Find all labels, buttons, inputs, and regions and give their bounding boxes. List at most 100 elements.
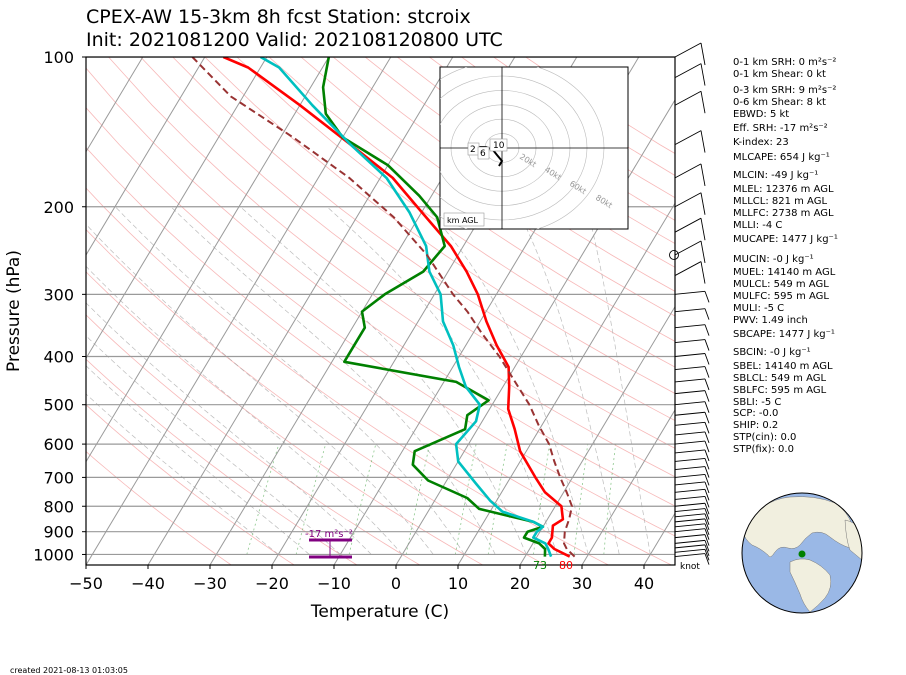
wind-barb	[674, 378, 706, 383]
dry-adiabat	[86, 228, 546, 565]
isotherm	[457, 202, 675, 565]
moist-adiabat	[586, 206, 651, 555]
plot-frame	[85, 56, 676, 566]
wind-barb-flag	[700, 240, 706, 264]
dry-adiabat	[300, 57, 675, 317]
wind-barb-flag	[704, 508, 710, 520]
x-tick-label: −30	[193, 574, 227, 593]
dry-adiabat	[86, 358, 358, 565]
y-tick-label: 900	[43, 523, 74, 542]
wind-barb-flag	[700, 63, 706, 86]
index-line: EBWD: 5 kt	[733, 109, 789, 120]
x-tick-label: 10	[448, 574, 468, 593]
index-line: SBLCL: 549 m AGL	[733, 373, 826, 384]
moist-adiabat	[115, 206, 465, 555]
mixing-ratio-line	[487, 444, 508, 555]
wind-barb	[674, 411, 706, 416]
mixing-ratio-line	[454, 444, 477, 555]
isotherm	[581, 409, 675, 565]
wind-barb-flag	[704, 523, 710, 535]
wind-barb	[674, 481, 706, 486]
profile-parcel	[191, 57, 576, 558]
index-line: SBLI: -5 C	[733, 397, 781, 408]
wind-barb-flag	[704, 308, 710, 320]
mixing-ratio-line	[603, 444, 617, 555]
wind-barb	[674, 421, 706, 426]
dry-adiabat	[86, 187, 609, 565]
wind-barb	[674, 308, 706, 313]
wind-barb	[674, 240, 702, 256]
mixing-ratio-line	[246, 443, 280, 555]
index-line: 0-1 km SRH: 0 m²s⁻²	[733, 57, 836, 68]
wind-barb-flag	[704, 534, 710, 546]
x-tick-label: 40	[634, 574, 654, 593]
wind-barb	[674, 63, 702, 78]
wind-barb	[674, 192, 702, 208]
wind-barb	[674, 523, 706, 528]
y-tick-label: 800	[43, 497, 74, 516]
moist-adiabat	[326, 206, 558, 555]
index-line: 0-1 km Shear: 0 kt	[733, 69, 826, 80]
wind-barb	[674, 42, 702, 58]
moist-adiabat	[86, 223, 434, 555]
wind-barb	[674, 431, 706, 436]
dry-adiabat	[86, 147, 672, 565]
moist-adiabat	[86, 265, 403, 555]
wind-barb	[674, 353, 706, 357]
y-tick-label: 300	[43, 285, 74, 304]
index-line: SBLFC: 595 m AGL	[733, 385, 827, 396]
x-tick-label: 20	[510, 574, 530, 593]
wind-barb-flag	[704, 553, 710, 565]
wind-barb-flag	[704, 390, 710, 402]
index-line: STP(fix): 0.0	[733, 444, 794, 455]
dry-adiabat	[364, 57, 675, 268]
index-line: MUEL: 14140 m AGL	[733, 267, 836, 278]
wind-barb	[674, 217, 702, 233]
index-line: MLLFC: 2738 m AGL	[733, 208, 834, 219]
index-line: SBEL: 14140 m AGL	[733, 361, 833, 372]
index-line: MULCL: 549 m AGL	[733, 279, 829, 290]
globe-locator	[741, 492, 863, 614]
x-tick-label: −10	[317, 574, 351, 593]
wind-barb	[674, 548, 706, 553]
dry-adiabat	[86, 67, 675, 507]
y-tick-label: 700	[43, 468, 74, 487]
x-tick-label: −50	[69, 574, 103, 593]
wind-barb-flag	[704, 474, 710, 486]
x-axis-label: Temperature (C)	[310, 602, 449, 622]
mixing-ratio-line	[405, 444, 431, 555]
dry-adiabat	[86, 271, 483, 565]
dry-adiabat	[108, 57, 675, 478]
isotherm	[86, 57, 392, 565]
wind-barb-flag	[704, 422, 710, 434]
y-axis-ticks: 100 200 300 400 500 600 700 800 900 1000	[33, 48, 86, 564]
wind-barb	[674, 528, 706, 533]
mixing-ratio-line	[348, 444, 377, 555]
x-tick-label: 30	[572, 574, 592, 593]
index-line: MLLI: -4 C	[733, 220, 782, 231]
wind-barb	[674, 163, 702, 179]
wind-barb-flag	[704, 544, 710, 557]
wind-barb	[674, 488, 706, 493]
wind-barbs	[669, 42, 710, 565]
index-line: SCP: -0.0	[733, 408, 778, 419]
y-tick-label: 1000	[33, 545, 74, 564]
wind-barb	[674, 449, 706, 454]
dry-adiabat	[332, 57, 675, 292]
hodo-legend: km AGL	[447, 216, 479, 225]
wind-barb-flag	[700, 218, 706, 241]
wind-barb	[674, 366, 706, 371]
moist-adiabat	[515, 206, 620, 555]
wind-barb-flag	[704, 449, 710, 462]
wind-barb-flag	[704, 513, 710, 525]
index-line: STP(cin): 0.0	[733, 432, 796, 443]
surface-dewpoint-label: 73	[533, 559, 547, 572]
index-line: K-index: 23	[733, 137, 789, 148]
wind-barb	[674, 324, 706, 329]
surface-temperature-label: 80	[559, 559, 573, 572]
wind-barb-flag	[704, 540, 710, 552]
x-tick-label: −40	[131, 574, 165, 593]
y-tick-label: 400	[43, 348, 74, 367]
y-tick-label: 500	[43, 396, 74, 415]
